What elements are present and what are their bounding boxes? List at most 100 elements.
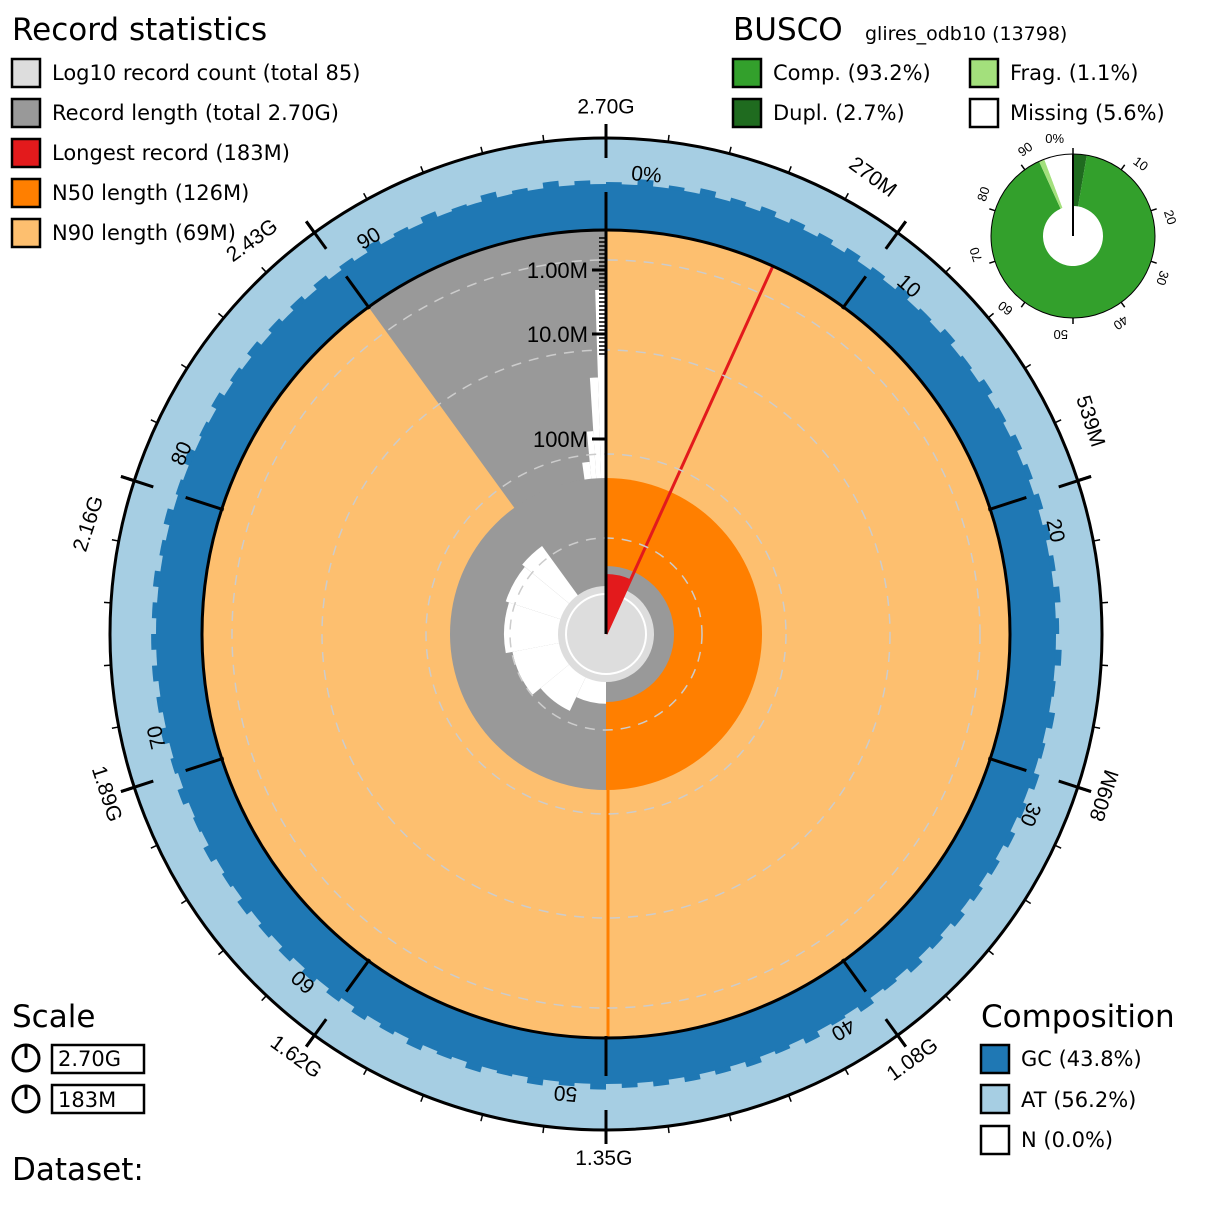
n50-region xyxy=(606,478,762,790)
gc-wobble xyxy=(153,570,162,588)
gc-wobble xyxy=(574,180,591,187)
busco-tick xyxy=(989,208,996,212)
gc-wobble xyxy=(1054,618,1060,634)
gc-wobble xyxy=(606,182,622,186)
busco-tick-label: 80 xyxy=(974,185,993,203)
length-major-tick xyxy=(305,220,328,250)
gc-wobble xyxy=(268,318,284,334)
length-tick xyxy=(1093,726,1101,729)
scale-longest-label: 183M xyxy=(58,1088,116,1112)
percent-tick xyxy=(987,756,1027,773)
gc-wobble xyxy=(699,188,717,199)
gc-wobble xyxy=(192,816,203,833)
busco-tick-label: 0% xyxy=(1045,131,1064,146)
length-tick-label: 2.16G xyxy=(69,493,109,555)
length-tick xyxy=(787,166,792,174)
gc-wobble xyxy=(978,379,993,397)
percent-tick xyxy=(841,275,868,310)
gc-wobble xyxy=(652,1078,670,1087)
gc-wobble xyxy=(175,479,185,496)
length-tick xyxy=(480,146,484,154)
gc-wobble xyxy=(156,696,164,713)
log-gridline xyxy=(231,259,981,1009)
gc-wobble xyxy=(420,211,438,224)
gc-wobble xyxy=(237,897,253,915)
gc-wobble xyxy=(163,508,175,526)
length-tick xyxy=(111,539,119,542)
length-major-tick xyxy=(884,1018,907,1048)
legend-n: N (0.0%) xyxy=(1021,1128,1113,1152)
radial-tick-label: 1.00M xyxy=(527,258,588,283)
busco-tick-label: 60 xyxy=(995,298,1016,319)
percent-tick xyxy=(344,958,371,993)
legend-busco-fragmented: Frag. (1.1%) xyxy=(1010,61,1138,85)
gc-wobble xyxy=(211,392,226,410)
gc-wobble xyxy=(290,295,306,312)
gc-wobble xyxy=(177,787,190,805)
gc-wobble xyxy=(451,204,468,213)
gc-wobble xyxy=(774,1044,791,1055)
longest-record-line xyxy=(604,265,775,635)
gc-wobble xyxy=(247,341,263,358)
gc-wobble xyxy=(339,257,355,271)
length-tick xyxy=(844,1068,849,1076)
gc-wobble xyxy=(379,1022,396,1035)
length-tick xyxy=(987,949,995,956)
length-tick xyxy=(261,266,268,273)
gc-wobble xyxy=(917,308,932,323)
gc-wobble xyxy=(683,1073,701,1083)
busco-tick-label: 30 xyxy=(1153,269,1172,287)
length-tick xyxy=(1024,363,1032,369)
composition-legend: Composition GC (43.8%) AT (56.2%) N (0.0… xyxy=(979,999,1175,1156)
scale-box-longest xyxy=(50,1083,146,1115)
gc-wobble xyxy=(1037,742,1046,759)
gc-wobble xyxy=(1041,523,1052,541)
length-tick-label: 2.70G xyxy=(577,96,634,119)
gc-wobble xyxy=(1048,555,1056,572)
gc-wobble xyxy=(159,539,167,557)
busco-donut: 0% 10 20 30 40 50 60 70 80 90 xyxy=(966,131,1179,342)
legend-record-length: Record length (total 2.70G) xyxy=(52,101,339,125)
percent-tick xyxy=(987,495,1027,512)
gc-wobble xyxy=(1033,493,1044,511)
legend-busco-missing: Missing (5.6%) xyxy=(1010,101,1165,125)
swatch-n50 xyxy=(10,177,42,209)
scale-legend: Scale 2.70G 183M xyxy=(11,999,146,1115)
radial-tick-label: 10.0M xyxy=(527,322,588,347)
gc-wobble xyxy=(364,239,382,254)
percent-tick xyxy=(185,756,225,773)
length-tick xyxy=(787,1094,792,1102)
scale-clock-icon xyxy=(11,1084,41,1114)
gc-wobble xyxy=(151,665,160,682)
gc-wobble xyxy=(1050,680,1056,697)
gc-wobble xyxy=(278,945,295,962)
gc-wobble xyxy=(729,197,747,207)
gc-wobble xyxy=(526,1076,544,1086)
length-tick xyxy=(844,192,849,200)
busco-tick-label: 20 xyxy=(1161,208,1180,226)
length-tick xyxy=(667,134,670,143)
gc-wobble xyxy=(949,910,965,927)
gc-wobble xyxy=(906,956,923,973)
gc-wobble xyxy=(151,634,158,650)
length-tick xyxy=(728,1114,732,1122)
swatch-busco-missing xyxy=(968,97,1000,129)
length-tick xyxy=(363,192,368,200)
gc-wobble xyxy=(928,934,944,950)
gc-wobble xyxy=(969,885,983,902)
length-tick-label: 809M xyxy=(1086,767,1124,824)
gc-wobble xyxy=(436,1050,453,1060)
gc-wobble xyxy=(301,967,318,983)
swatch-busco-fragmented xyxy=(968,57,1000,89)
gc-wobble xyxy=(857,997,875,1013)
gc-wobble xyxy=(511,187,529,195)
gc-wobble xyxy=(183,448,196,466)
dataset-label: Dataset: xyxy=(12,1152,144,1188)
gc-wobble xyxy=(816,232,834,246)
length-tick xyxy=(1093,539,1101,542)
busco-title: BUSCO xyxy=(733,12,843,48)
busco-tick xyxy=(1120,301,1126,308)
swatch-longest-record xyxy=(10,137,42,169)
gc-wobble xyxy=(1052,586,1061,603)
busco-tick xyxy=(1020,164,1026,171)
